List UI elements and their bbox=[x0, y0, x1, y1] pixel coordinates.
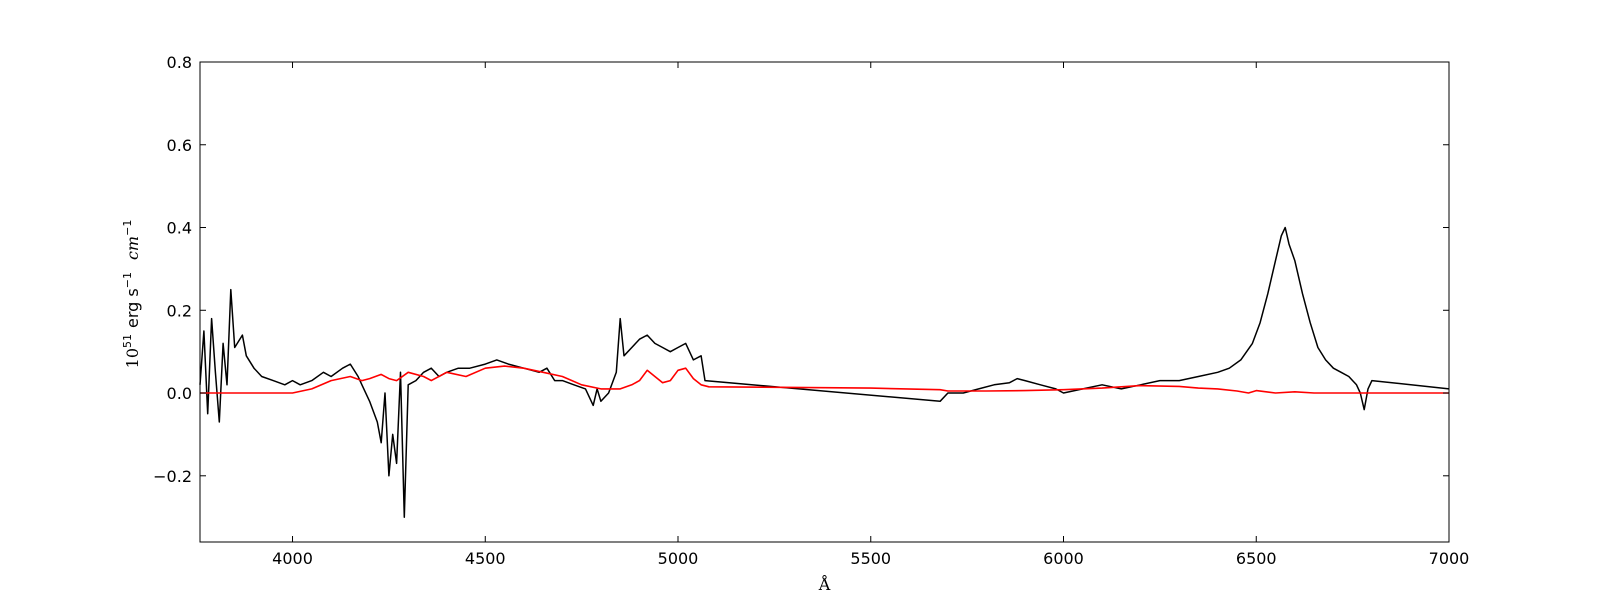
y-label-base: 10 bbox=[123, 348, 142, 368]
x-axis: 4000 4500 5000 5500 6000 6500 7000 bbox=[272, 62, 1469, 568]
x-axis-label: Å bbox=[818, 574, 831, 594]
x-tick-label: 5000 bbox=[658, 549, 699, 568]
plot-frame bbox=[199, 61, 1450, 543]
series-layer bbox=[199, 226, 1450, 518]
y-label-unit-exp: −1 bbox=[121, 272, 134, 288]
y-tick-label: 0.4 bbox=[167, 219, 192, 238]
series-line-1 bbox=[199, 226, 1450, 518]
x-tick-label: 6500 bbox=[1236, 549, 1277, 568]
y-label-unit2-exp: −1 bbox=[121, 220, 134, 236]
x-tick-label: 7000 bbox=[1429, 549, 1470, 568]
y-tick-label: 0.6 bbox=[167, 136, 192, 155]
y-tick-label: −0.2 bbox=[153, 467, 192, 486]
y-tick-label: 0.0 bbox=[167, 384, 192, 403]
y-label-unit2: cm bbox=[123, 236, 142, 260]
x-tick-label: 5500 bbox=[850, 549, 891, 568]
y-label-exp: 51 bbox=[121, 334, 134, 348]
x-tick-label: 4000 bbox=[272, 549, 313, 568]
y-tick-label: 0.2 bbox=[167, 301, 192, 320]
y-axis-label: 1051erg s−1cm−1 bbox=[121, 220, 142, 369]
x-tick-label: 6000 bbox=[1043, 549, 1084, 568]
y-axis: −0.2 0.0 0.2 0.4 0.6 0.8 bbox=[153, 53, 1449, 486]
y-label-unit: erg s bbox=[123, 288, 142, 328]
y-tick-label: 0.8 bbox=[167, 53, 192, 72]
x-tick-label: 4500 bbox=[465, 549, 506, 568]
series-line-2 bbox=[200, 365, 1449, 394]
